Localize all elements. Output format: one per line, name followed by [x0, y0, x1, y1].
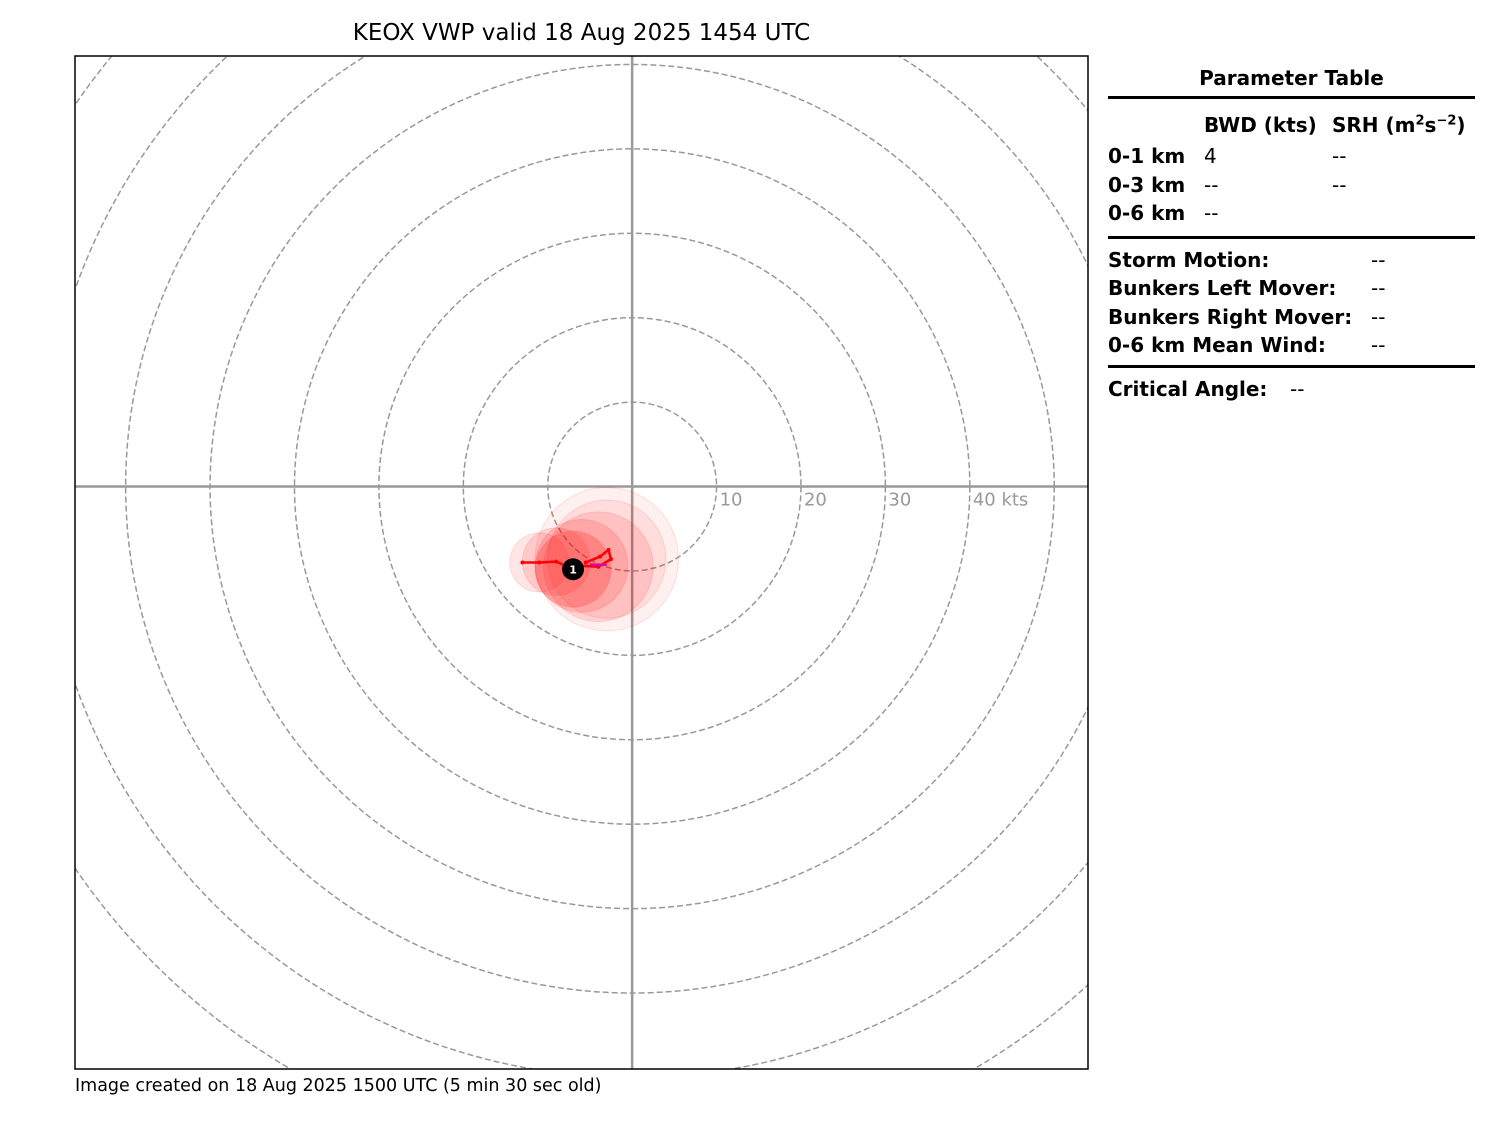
- ring-label: 20: [804, 490, 827, 511]
- motion-label: Storm Motion:: [1108, 247, 1270, 272]
- motion-value: --: [1371, 276, 1386, 300]
- shear-row: 0-6 km --: [1108, 201, 1475, 230]
- height-marker-label: 1: [569, 563, 577, 576]
- motion-row: Bunkers Left Mover: --: [1108, 276, 1475, 305]
- table-divider: [1108, 235, 1475, 239]
- table-divider: [1108, 364, 1475, 368]
- hodograph-point: [520, 560, 525, 565]
- table-header: BWD (kts) SRH (m2s−2): [1108, 99, 1475, 144]
- motion-value: --: [1371, 333, 1386, 357]
- layer-label: 0-6 km: [1108, 201, 1186, 225]
- critical-angle-value: --: [1290, 376, 1305, 401]
- motion-row: 0-6 km Mean Wind: --: [1108, 333, 1475, 362]
- motion-label: 0-6 km Mean Wind:: [1108, 333, 1326, 357]
- critical-angle-label: Critical Angle:: [1108, 376, 1268, 401]
- motion-row: Bunkers Right Mover: --: [1108, 305, 1475, 334]
- uncertainty-circle: [534, 486, 680, 632]
- critical-angle-row: Critical Angle: --: [1108, 377, 1475, 407]
- plot-area: 10 20 30 40 kts 1: [75, 56, 1088, 1069]
- hodograph-point: [537, 560, 542, 565]
- layer-label: 0-1 km: [1108, 144, 1186, 168]
- table-divider: [1108, 96, 1475, 99]
- motion-value: --: [1371, 304, 1386, 329]
- bwd-value: 4: [1204, 144, 1217, 168]
- shear-row: 0-1 km 4 --: [1108, 144, 1475, 173]
- height-marker: [562, 558, 585, 581]
- shear-row: 0-3 km -- --: [1108, 173, 1475, 202]
- bwd-value: --: [1204, 172, 1219, 197]
- hodograph-tail: [589, 563, 607, 567]
- hodograph-point: [583, 560, 588, 565]
- motion-value: --: [1371, 247, 1386, 272]
- srh-column-header: SRH (m2s−2): [1332, 113, 1466, 137]
- bwd-value: --: [1204, 201, 1219, 225]
- srh-value: --: [1332, 144, 1347, 168]
- hodograph-trace: [522, 548, 613, 571]
- srh-value: --: [1332, 172, 1347, 197]
- plot-frame: [74, 55, 1089, 1070]
- chart-title: KEOX VWP valid 18 Aug 2025 1454 UTC: [352, 20, 811, 46]
- parameter-table-title: Parameter Table: [1199, 66, 1384, 90]
- hodograph-point: [606, 547, 611, 552]
- motion-label: Bunkers Left Mover:: [1108, 276, 1337, 300]
- bwd-column-header: BWD (kts): [1204, 113, 1317, 137]
- layer-label: 0-3 km: [1108, 172, 1186, 197]
- ring-label: 30: [888, 490, 911, 511]
- hodograph-point: [554, 559, 559, 564]
- motion-row: Storm Motion: --: [1108, 248, 1475, 277]
- hodograph-point: [609, 557, 614, 562]
- parameter-table: Parameter Table BWD (kts) SRH (m2s−2) 0-…: [1108, 64, 1475, 407]
- ring-label: 40 kts: [973, 490, 1029, 511]
- hodograph-point: [596, 564, 601, 569]
- uncertainty-circle: [547, 499, 667, 619]
- ring-label: 10: [720, 490, 743, 511]
- hodograph-point: [598, 554, 603, 559]
- motion-label: Bunkers Right Mover:: [1108, 304, 1353, 329]
- footer-timestamp: Image created on 18 Aug 2025 1500 UTC (5…: [75, 1076, 602, 1096]
